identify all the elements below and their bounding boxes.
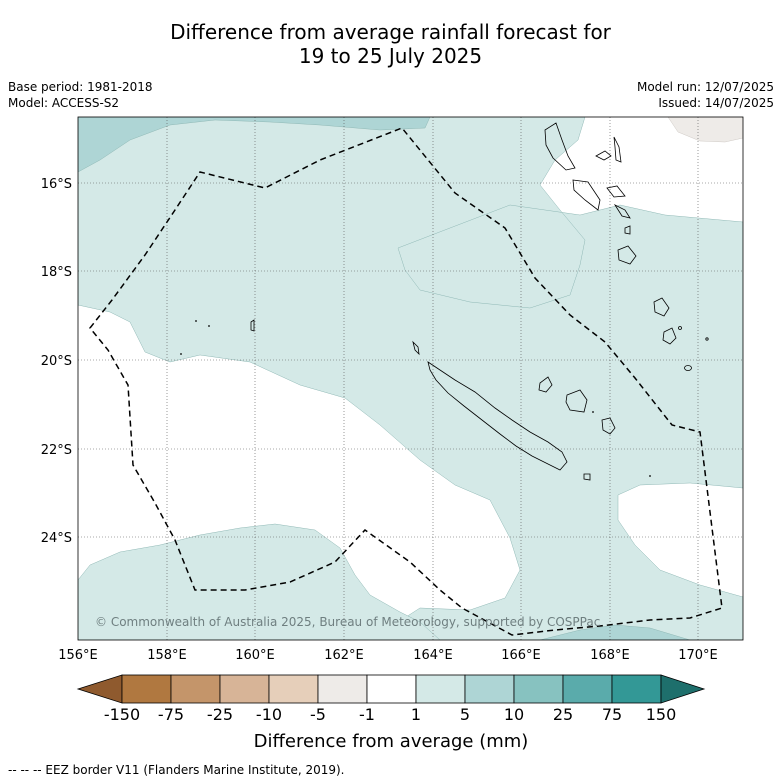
colorbar-segment-5 — [317, 674, 368, 704]
reef-islet-4 — [180, 353, 182, 355]
colorbar: -150 -75 -25 -10 -5 -1 1 5 10 25 75 150 … — [76, 674, 706, 752]
efate — [617, 245, 637, 265]
title-line-1: Difference from average rainfall forecas… — [170, 20, 611, 44]
lon-label-156e: 156°E — [58, 648, 98, 663]
longitude-labels: 156°E 158°E 160°E 162°E 164°E 166°E 168°… — [58, 648, 718, 663]
eez-border — [89, 127, 723, 636]
base-period: Base period: 1981-2018 — [8, 80, 153, 94]
colorbar-segment-9 — [513, 674, 564, 704]
cb-tick-4: -10 — [256, 705, 282, 724]
cb-tick-12: 150 — [646, 705, 677, 724]
reef-islet-2 — [195, 320, 197, 322]
belep-island — [412, 340, 420, 356]
lat-label-22s: 22°S — [41, 443, 72, 458]
copyright-notice: © Commonwealth of Australia 2025, Bureau… — [95, 615, 600, 629]
reef-islet-5 — [592, 411, 594, 413]
chart-title: Difference from average rainfall forecas… — [0, 20, 781, 68]
reef-islet-3 — [208, 325, 210, 327]
colorbar-title: Difference from average (mm) — [254, 731, 529, 752]
colorbar-segment-1 — [121, 674, 172, 704]
colorbar-segment-10 — [562, 674, 613, 704]
model-name: Model: ACCESS-S2 — [8, 96, 120, 110]
new-caledonia-island — [427, 361, 568, 471]
cb-tick-8: 5 — [460, 705, 470, 724]
colorbar-segment-8 — [464, 674, 515, 704]
cb-tick-11: 75 — [602, 705, 622, 724]
colorbar-segment-7 — [415, 674, 466, 704]
meta-right: Model run: 12/07/2025 Issued: 14/07/2025 — [637, 79, 774, 111]
cb-tick-9: 10 — [504, 705, 524, 724]
reef-islet-6 — [649, 475, 651, 477]
cb-tick-5: -5 — [310, 705, 326, 724]
loyalty-island-1 — [538, 376, 553, 393]
reef-islet-1 — [250, 319, 255, 332]
anomaly-region-neutral — [667, 117, 743, 143]
cb-tick-6: -1 — [359, 705, 375, 724]
anomaly-region-5-10mm-top — [78, 117, 431, 173]
meta-left: Base period: 1981-2018 Model: ACCESS-S2 — [8, 79, 153, 111]
model-run: Model run: 12/07/2025 — [636, 80, 774, 94]
issued-date: Issued: 14/07/2025 — [658, 96, 774, 110]
vanuatu-island-5 — [624, 225, 631, 235]
colorbar-segment-2 — [170, 674, 221, 704]
vanuatu-island-1 — [595, 150, 612, 161]
isle-of-pines — [583, 473, 591, 481]
aniwa-island — [678, 326, 682, 330]
colorbar-segment-6 — [366, 674, 417, 704]
malakula — [572, 179, 601, 211]
map-frame — [77, 116, 744, 641]
lon-label-162e: 162°E — [324, 648, 364, 663]
colorbar-segment-4 — [268, 674, 319, 704]
cb-tick-7: 1 — [411, 705, 421, 724]
aneityum-island — [684, 365, 692, 371]
erromango — [653, 297, 670, 317]
cb-tick-3: -25 — [207, 705, 233, 724]
lon-label-158e: 158°E — [147, 648, 187, 663]
espiritu-santo — [544, 122, 576, 171]
lon-label-166e: 166°E — [501, 648, 541, 663]
title-line-2: 19 to 25 July 2025 — [298, 44, 483, 68]
anomaly-region-5-10mm-bottom — [539, 624, 691, 640]
colorbar-segment-3 — [219, 674, 270, 704]
cb-tick-1: -150 — [104, 705, 140, 724]
colorbar-segment-11 — [611, 674, 662, 704]
map-area: © Commonwealth of Australia 2025, Bureau… — [78, 117, 743, 640]
vanuatu-island-4 — [613, 203, 631, 219]
loyalty-island-3 — [601, 417, 616, 435]
lat-label-20s: 20°S — [41, 354, 72, 369]
lon-label-164e: 164°E — [413, 648, 453, 663]
vanuatu-island-2 — [613, 136, 622, 163]
lon-label-168e: 168°E — [590, 648, 630, 663]
eez-legend-note: -- -- -- EEZ border V11 (Flanders Marine… — [8, 763, 345, 777]
tanna — [662, 327, 677, 345]
cb-tick-10: 25 — [553, 705, 573, 724]
lon-label-170e: 170°E — [678, 648, 718, 663]
anomaly-region-bottom-left — [78, 523, 441, 640]
cb-tick-2: -75 — [158, 705, 184, 724]
futuna-island — [705, 337, 709, 341]
lat-label-16s: 16°S — [41, 177, 72, 192]
anomaly-region-1-5mm — [78, 117, 743, 640]
colorbar-low-extension — [76, 674, 123, 704]
vanuatu-island-3 — [606, 185, 626, 198]
lon-label-160e: 160°E — [235, 648, 275, 663]
lat-label-24s: 24°S — [41, 531, 72, 546]
colorbar-high-extension — [660, 674, 706, 704]
latitude-labels: 16°S 18°S 20°S 22°S 24°S — [41, 177, 72, 546]
lat-label-18s: 18°S — [41, 265, 72, 280]
loyalty-island-2 — [565, 389, 588, 413]
